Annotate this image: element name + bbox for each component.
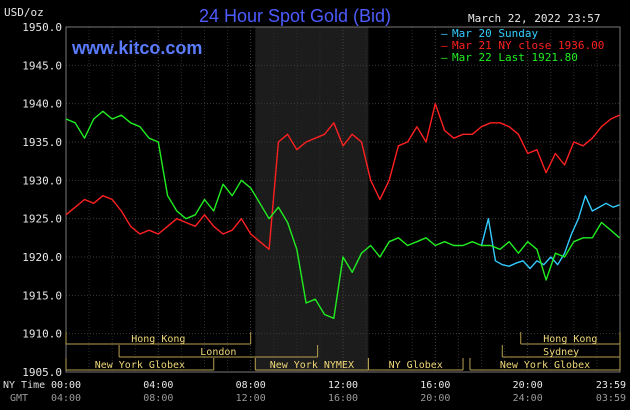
x-tick-label: 00:00 — [51, 380, 81, 391]
gmt-label: GMT — [10, 393, 28, 404]
chart-dynamic-layer: 1905.0 1910.0 1915.0 1920.0 1925.0 1930.0 1935… — [22, 21, 626, 404]
x-tick-gmt-label: 03:59 — [596, 393, 626, 404]
legend-marker: – — [441, 51, 448, 64]
series-line — [65, 103, 620, 250]
ny-time-label: NY Time — [3, 380, 45, 391]
y-tick-label: 1935.0 — [22, 136, 62, 149]
x-tick-label: 08:00 — [236, 380, 266, 391]
x-tick-gmt-label: 04:00 — [51, 393, 81, 404]
y-tick-label: 1945.0 — [22, 59, 62, 72]
market-session-label: Sydney — [543, 347, 579, 358]
market-session-label: New York NYMEX — [270, 360, 354, 371]
market-session-label: New York Globex — [95, 360, 185, 371]
legend-marker: – — [441, 39, 448, 52]
market-session-label: Hong Kong — [131, 334, 185, 345]
chart-title: 24 Hour Spot Gold (Bid) — [199, 6, 391, 26]
x-tick-gmt-label: 24:00 — [513, 393, 543, 404]
y-axis-unit: USD/oz — [4, 6, 44, 19]
y-tick-label: 1910.0 — [22, 328, 62, 341]
x-tick-gmt-label: 12:00 — [236, 393, 266, 404]
timestamp: March 22, 2022 23:57 — [468, 12, 600, 25]
y-tick-label: 1920.0 — [22, 251, 62, 264]
market-session-label: Hong Kong — [543, 334, 597, 345]
series-line — [65, 110, 620, 319]
market-session-label: New York Globex — [500, 360, 590, 371]
y-tick-label: 1950.0 — [22, 21, 62, 34]
y-tick-label: 1930.0 — [22, 174, 62, 187]
market-session-label: London — [200, 347, 236, 358]
x-tick-gmt-label: 16:00 — [328, 393, 358, 404]
x-tick-label: 23:59 — [596, 380, 626, 391]
y-tick-label: 1915.0 — [22, 289, 62, 302]
y-tick-label: 1940.0 — [22, 98, 62, 111]
legend-entry: Mar 22 Last 1921.80 — [452, 51, 578, 64]
series-line — [480, 195, 620, 270]
y-tick-label: 1905.0 — [22, 366, 62, 379]
legend-marker: – — [441, 27, 448, 40]
legend-entry: Mar 21 NY close 1936.00 — [452, 39, 604, 52]
market-session-label: NY Globex — [389, 360, 443, 371]
x-tick-gmt-label: 20:00 — [420, 393, 450, 404]
x-tick-label: 04:00 — [143, 380, 173, 391]
plot-frame — [65, 26, 621, 373]
legend-entry: Mar 20 Sunday — [452, 27, 538, 40]
x-tick-label: 16:00 — [420, 380, 450, 391]
x-tick-label: 12:00 — [328, 380, 358, 391]
site-link[interactable]: www.kitco.com — [71, 38, 202, 58]
nymex-highlight-band — [255, 27, 369, 372]
y-tick-label: 1925.0 — [22, 213, 62, 226]
x-tick-gmt-label: 08:00 — [143, 393, 173, 404]
x-tick-label: 20:00 — [513, 380, 543, 391]
